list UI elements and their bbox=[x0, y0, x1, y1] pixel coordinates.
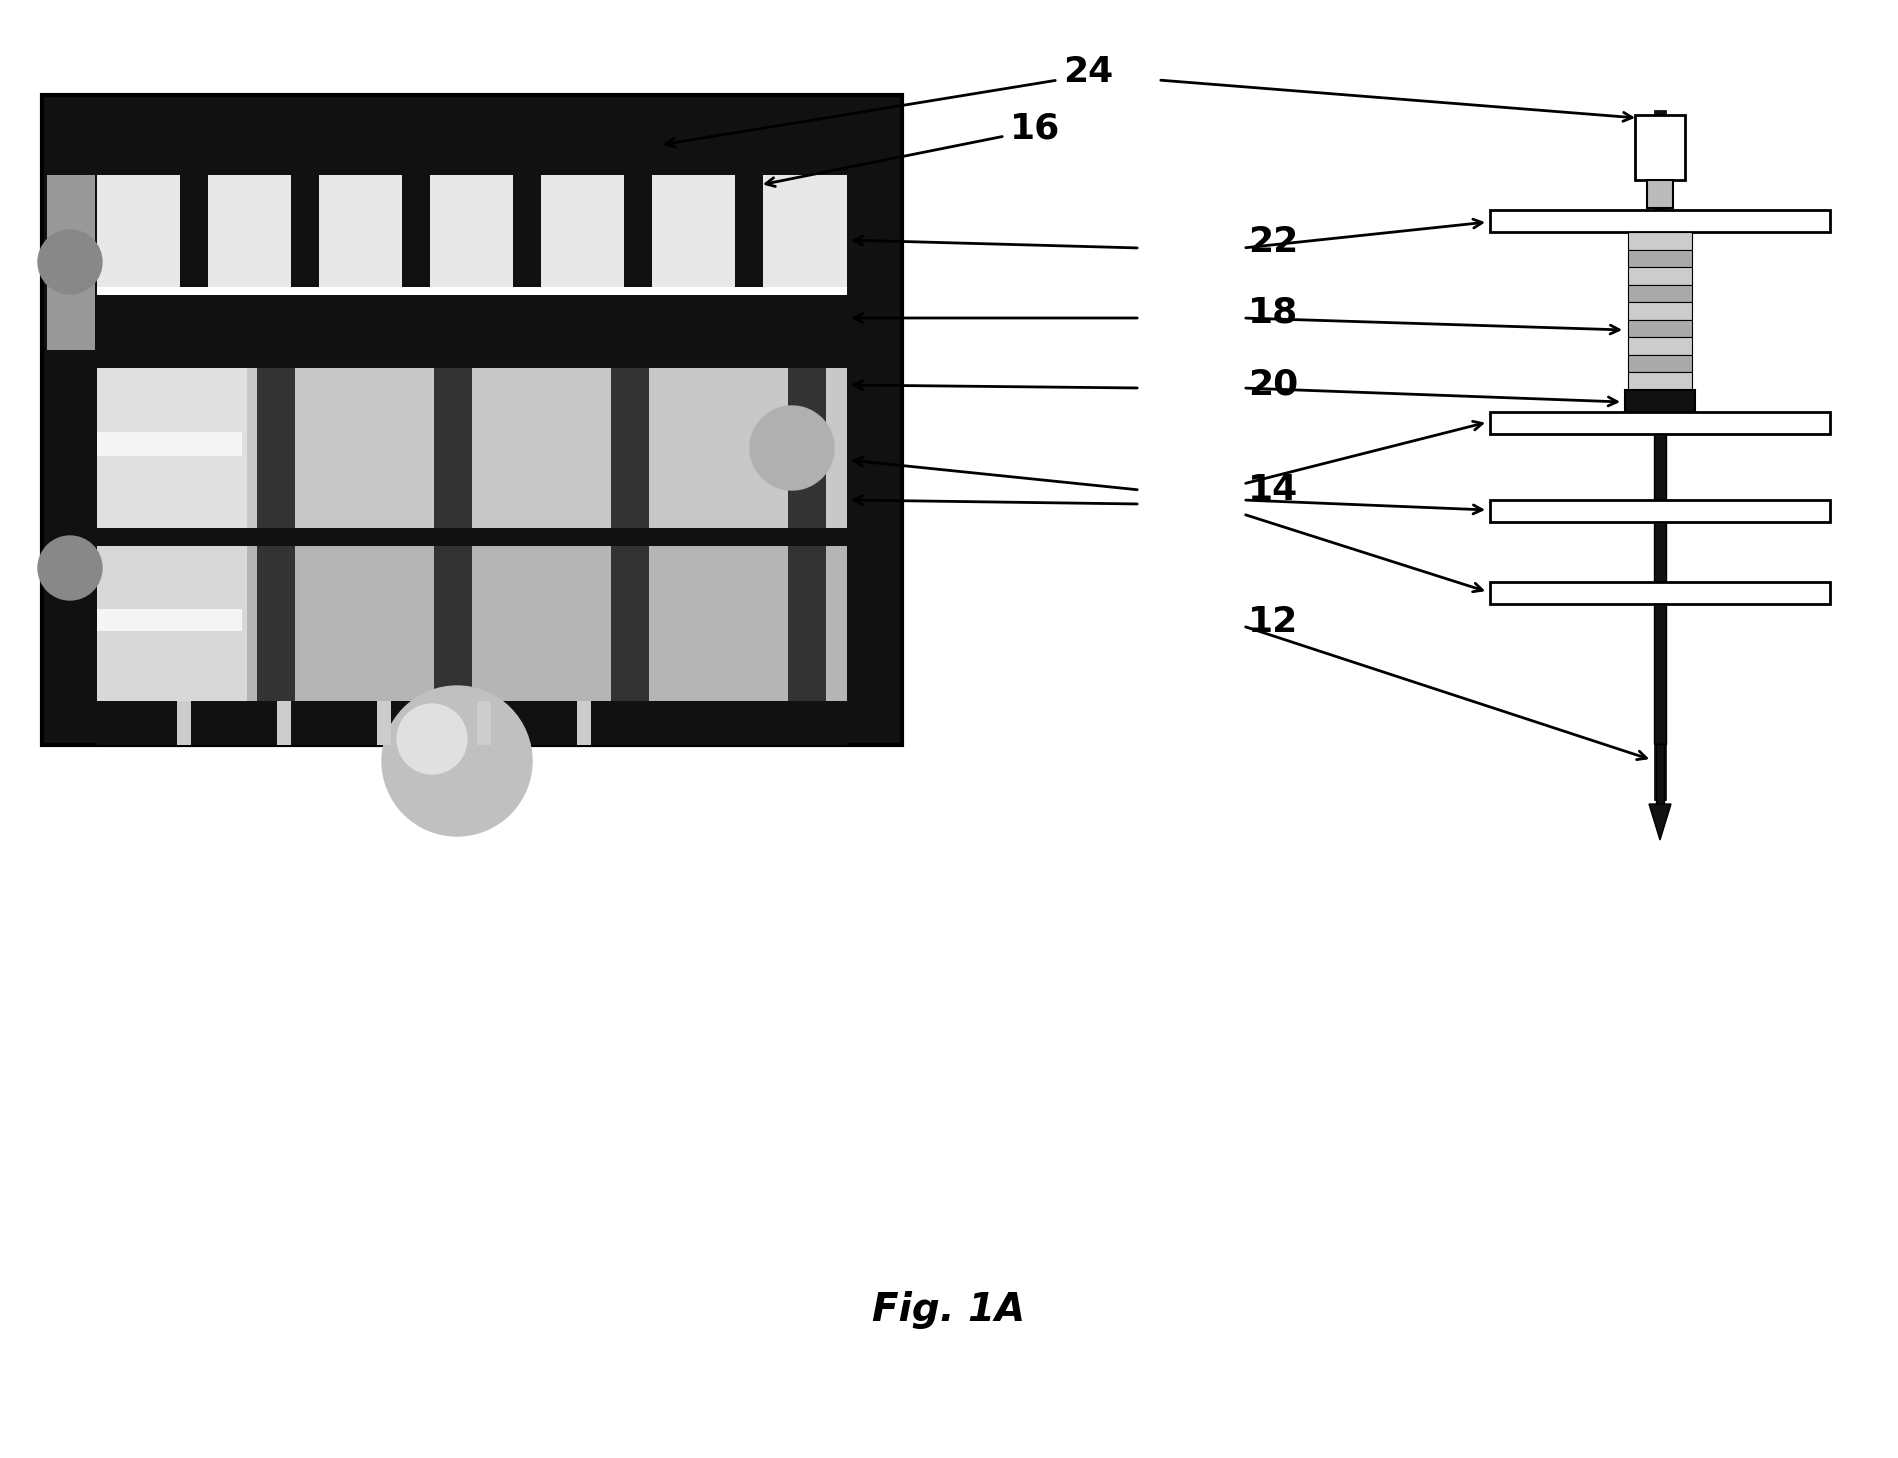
Text: 24: 24 bbox=[1063, 55, 1114, 89]
Bar bbox=[611, 367, 649, 528]
Bar bbox=[42, 95, 902, 745]
Bar bbox=[1628, 284, 1691, 302]
Bar bbox=[1653, 434, 1666, 499]
Bar bbox=[624, 175, 653, 350]
Bar bbox=[788, 545, 826, 701]
Bar bbox=[97, 432, 243, 445]
Bar bbox=[97, 287, 847, 295]
Circle shape bbox=[397, 704, 467, 774]
Text: 12: 12 bbox=[1249, 605, 1298, 639]
Bar bbox=[1628, 302, 1691, 319]
Bar bbox=[1490, 582, 1830, 604]
Text: 20: 20 bbox=[1249, 367, 1298, 401]
Bar bbox=[180, 175, 209, 350]
Bar bbox=[256, 545, 294, 701]
Text: 16: 16 bbox=[1010, 111, 1061, 144]
Bar bbox=[97, 528, 847, 545]
Bar bbox=[402, 175, 431, 350]
Circle shape bbox=[38, 537, 102, 601]
Text: 22: 22 bbox=[1249, 225, 1298, 260]
Bar bbox=[277, 701, 290, 745]
Bar bbox=[1628, 337, 1691, 354]
Circle shape bbox=[38, 230, 102, 295]
Bar bbox=[1628, 267, 1691, 284]
Bar bbox=[97, 545, 847, 701]
Text: 18: 18 bbox=[1249, 295, 1298, 330]
Bar bbox=[1628, 354, 1691, 372]
Bar bbox=[97, 290, 847, 350]
Bar bbox=[788, 367, 826, 528]
Bar bbox=[735, 175, 763, 350]
Text: Fig. 1A: Fig. 1A bbox=[873, 1290, 1025, 1330]
Bar bbox=[435, 367, 473, 528]
Bar bbox=[256, 367, 294, 528]
Bar bbox=[97, 287, 847, 295]
Circle shape bbox=[381, 687, 531, 835]
Polygon shape bbox=[1649, 803, 1670, 840]
Bar bbox=[577, 701, 590, 745]
Bar bbox=[378, 701, 391, 745]
Bar bbox=[1490, 500, 1830, 522]
Text: 14: 14 bbox=[1249, 472, 1298, 507]
Bar bbox=[97, 445, 243, 456]
Bar bbox=[177, 701, 192, 745]
Bar bbox=[435, 545, 473, 701]
Bar bbox=[97, 609, 243, 620]
Bar bbox=[1653, 109, 1666, 800]
Circle shape bbox=[750, 405, 833, 490]
Bar bbox=[97, 701, 847, 745]
Bar bbox=[1490, 210, 1830, 232]
Bar bbox=[1628, 232, 1691, 249]
Bar bbox=[1653, 522, 1666, 582]
Bar bbox=[611, 545, 649, 701]
Bar bbox=[1655, 744, 1665, 803]
Bar bbox=[1628, 319, 1691, 337]
Bar bbox=[97, 367, 247, 528]
Bar bbox=[1653, 604, 1666, 744]
Bar bbox=[512, 175, 541, 350]
Bar bbox=[1490, 413, 1830, 434]
Bar bbox=[97, 620, 243, 631]
Bar bbox=[97, 175, 847, 350]
Bar bbox=[476, 701, 492, 745]
Bar bbox=[290, 175, 319, 350]
Bar bbox=[97, 367, 847, 528]
Bar bbox=[97, 350, 847, 367]
Bar bbox=[1628, 372, 1691, 389]
Bar bbox=[1647, 179, 1672, 208]
Bar bbox=[1625, 389, 1695, 413]
Bar bbox=[1634, 115, 1685, 179]
Bar bbox=[1628, 249, 1691, 267]
Bar bbox=[97, 545, 247, 701]
Bar bbox=[47, 175, 95, 350]
